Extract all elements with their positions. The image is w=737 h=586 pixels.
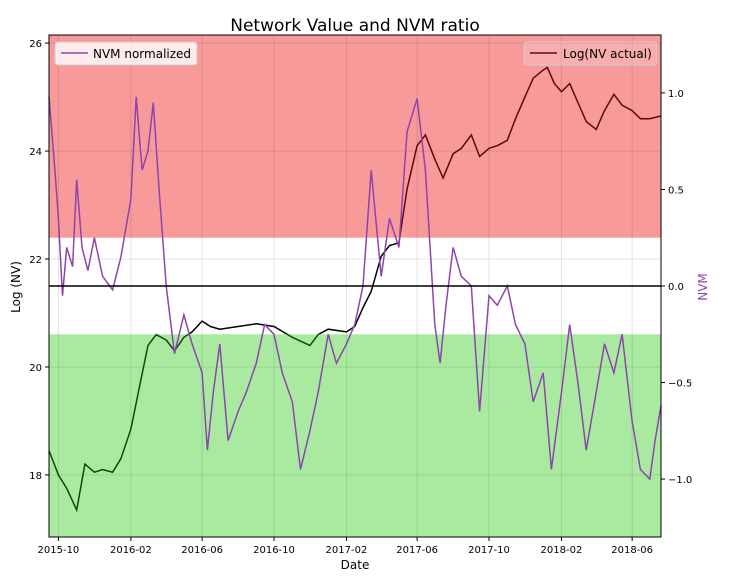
series-nv-actual-line xyxy=(49,334,321,513)
legend-nvm-box xyxy=(54,41,198,66)
y-tick-label-left: 20 xyxy=(29,363,42,374)
y-tick-label-right: −0.5 xyxy=(668,379,692,390)
y-tick-label-right: 1.0 xyxy=(668,89,684,100)
legend-nvm-label: NVM normalized xyxy=(93,47,191,61)
y-tick-label-left: 22 xyxy=(29,255,42,266)
legend-nv-label: Log(NV actual) xyxy=(563,47,652,61)
y-tick-label-right: −1.0 xyxy=(668,475,692,486)
legend-nvm: NVM normalized xyxy=(54,41,198,66)
legend-nv-box xyxy=(523,41,658,66)
chart-title: Network Value and NVM ratio xyxy=(230,16,479,36)
y-axis-label-right: NVM xyxy=(696,273,710,301)
x-tick-label: 2016-02 xyxy=(110,545,152,556)
x-tick-label: 2017-02 xyxy=(326,545,368,556)
x-tick-label: 2018-06 xyxy=(611,545,653,556)
x-tick-label: 2018-02 xyxy=(541,545,583,556)
x-tick-label: 2017-06 xyxy=(396,545,438,556)
legend-nv: Log(NV actual) xyxy=(523,41,658,66)
band-overvalued xyxy=(49,35,661,238)
y-tick-label-left: 24 xyxy=(29,147,42,158)
series-nvm-line xyxy=(48,96,662,481)
band-undervalued xyxy=(49,334,661,537)
y-axis-label-left: Log (NV) xyxy=(9,261,23,313)
x-axis-label: Date xyxy=(341,558,370,572)
x-tick-label: 2016-06 xyxy=(181,545,223,556)
x-tick-label: 2016-10 xyxy=(253,545,295,556)
y-tick-label-left: 18 xyxy=(29,471,42,482)
y-tick-label-right: 0.0 xyxy=(668,282,684,293)
series-nv-actual-line xyxy=(398,66,661,238)
y-tick-label-right: 0.5 xyxy=(668,185,684,196)
x-tick-label: 2017-10 xyxy=(468,545,510,556)
y-tick-label-left: 26 xyxy=(29,39,42,50)
plot-area: 2015-10 2016-02 2016-06 2016-10 2017-02 2017-… xyxy=(29,34,692,556)
x-tick-label: 2015-10 xyxy=(38,545,80,556)
